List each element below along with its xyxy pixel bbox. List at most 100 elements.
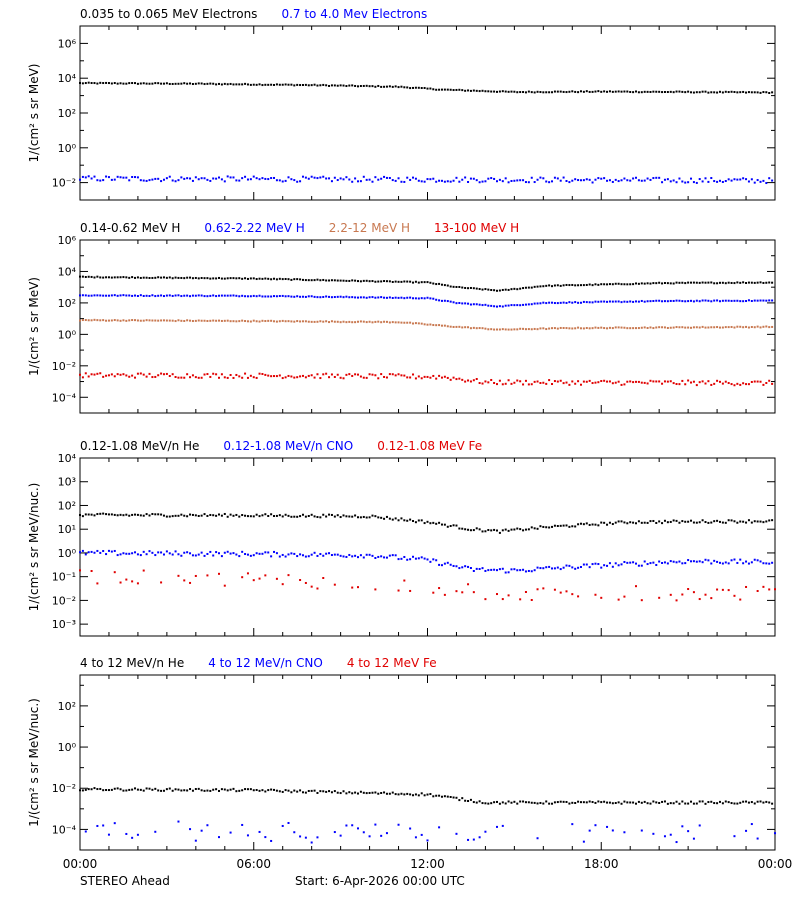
data-point [617, 380, 620, 383]
data-point [110, 513, 113, 516]
data-point [322, 320, 325, 323]
data-point [629, 521, 632, 524]
data-point [646, 177, 649, 180]
data-point [594, 283, 597, 286]
data-point [252, 554, 255, 557]
data-point [368, 791, 371, 794]
data-point [449, 795, 452, 798]
data-point [351, 374, 354, 377]
data-point [278, 294, 281, 297]
data-point [325, 515, 328, 518]
data-point [339, 295, 342, 298]
data-point [603, 283, 606, 286]
data-point [458, 799, 461, 802]
data-point [467, 326, 470, 329]
data-point [475, 327, 478, 330]
data-point [307, 374, 310, 377]
data-point [165, 276, 168, 279]
data-point [481, 304, 484, 307]
data-point [501, 305, 504, 308]
data-point [168, 552, 171, 555]
data-point [293, 295, 296, 298]
data-point [736, 521, 739, 524]
data-point [380, 373, 383, 376]
data-point [745, 829, 748, 832]
data-point [551, 802, 554, 805]
data-point [218, 513, 220, 516]
data-point [646, 90, 649, 93]
data-point [620, 563, 623, 566]
data-point [617, 564, 620, 567]
data-point [707, 801, 710, 804]
data-point [186, 319, 189, 322]
data-point [102, 375, 105, 378]
data-point [296, 515, 299, 518]
data-point [223, 788, 226, 791]
data-point [666, 326, 669, 329]
data-point [701, 561, 704, 564]
data-point [304, 581, 307, 584]
data-point [469, 529, 472, 532]
data-point [739, 325, 742, 328]
data-point [585, 801, 588, 804]
data-point [455, 524, 458, 527]
data-point [539, 801, 542, 804]
data-point [125, 513, 128, 516]
data-point [643, 560, 646, 563]
data-point [281, 377, 284, 380]
data-point [716, 180, 719, 183]
data-point [559, 379, 562, 382]
data-point [684, 91, 687, 94]
data-point [475, 179, 478, 182]
data-point [383, 517, 386, 520]
data-point [542, 301, 545, 304]
data-point [481, 327, 484, 330]
data-point [348, 279, 351, 282]
data-point [727, 589, 730, 592]
y-axis-label: 1/(cm² s sr MeV) [27, 277, 41, 376]
data-point [142, 514, 145, 517]
data-point [467, 180, 470, 183]
series-label: 0.62-2.22 MeV H [204, 221, 304, 235]
data-point [296, 295, 299, 298]
data-point [513, 304, 516, 307]
data-point [606, 179, 609, 182]
data-point [359, 320, 362, 323]
data-point [385, 832, 388, 835]
data-point [600, 283, 603, 286]
data-point [603, 177, 606, 180]
y-tick-label: 10⁻⁴ [52, 391, 77, 404]
series-points [79, 569, 776, 602]
data-point [432, 374, 435, 377]
data-point [409, 518, 412, 521]
data-point [374, 280, 377, 283]
data-point [742, 520, 745, 523]
data-point [467, 302, 470, 305]
data-point [388, 373, 391, 376]
data-point [125, 294, 128, 297]
panel-title: 4 to 12 MeV/n He 4 to 12 MeV/n CNO 4 to 12… [80, 656, 437, 670]
data-point [449, 563, 452, 566]
data-point [365, 792, 368, 795]
data-point [414, 86, 417, 89]
data-point [504, 177, 507, 180]
data-point [655, 563, 658, 566]
data-point [646, 521, 649, 524]
data-point [742, 281, 745, 284]
data-point [522, 383, 525, 386]
data-point [209, 294, 212, 297]
data-point [429, 323, 432, 326]
data-point [501, 288, 504, 291]
data-point [232, 176, 235, 179]
data-point [739, 178, 742, 181]
data-point [519, 598, 522, 601]
data-point [768, 379, 771, 382]
data-point [281, 790, 284, 793]
data-point [649, 282, 652, 285]
data-point [307, 555, 310, 558]
data-point [186, 82, 189, 85]
data-point [307, 789, 310, 792]
data-point [186, 515, 189, 518]
data-point [119, 276, 122, 279]
data-point [342, 555, 345, 558]
